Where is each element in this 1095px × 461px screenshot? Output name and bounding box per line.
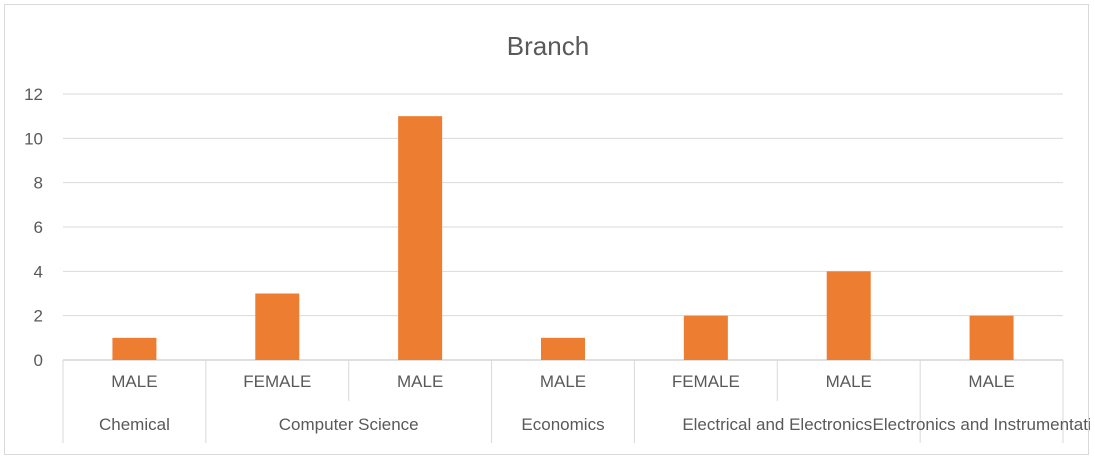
y-tick-label: 10 <box>24 129 43 148</box>
bar <box>112 337 157 360</box>
bars <box>112 116 1014 361</box>
y-tick-label: 2 <box>34 307 43 326</box>
x-axis <box>62 360 1064 443</box>
chart-area: Branch 0 2 4 6 8 10 12 MALE Chemical FEMALE MALE C… <box>4 4 1090 455</box>
category-label: FEMALE <box>243 372 311 391</box>
y-tick-label: 8 <box>34 174 43 193</box>
group-label: Economics <box>521 415 604 434</box>
y-tick-label: 12 <box>24 85 43 104</box>
bar <box>969 315 1014 360</box>
group-label: Electronics and Instrumentation <box>873 415 1090 434</box>
bar <box>541 337 585 360</box>
y-tick-label: 0 <box>34 351 43 370</box>
x-axis-category-labels: MALE Chemical FEMALE MALE Computer Science MA… <box>99 372 1090 434</box>
category-label: MALE <box>968 372 1014 391</box>
bar <box>683 315 728 360</box>
y-axis-ticks: 0 2 4 6 8 10 12 <box>24 85 43 370</box>
chart-title: Branch <box>507 31 589 61</box>
category-label: FEMALE <box>672 372 740 391</box>
bar <box>398 116 443 361</box>
category-label: MALE <box>111 372 157 391</box>
group-label: Electrical and Electronics <box>682 415 872 434</box>
bar <box>826 271 871 360</box>
group-label: Computer Science <box>279 415 419 434</box>
category-label: MALE <box>826 372 872 391</box>
group-label: Chemical <box>99 415 170 434</box>
bar-chart: Branch 0 2 4 6 8 10 12 MALE Chemical FEMALE MALE C… <box>24 31 1090 443</box>
category-label: MALE <box>397 372 443 391</box>
category-label: MALE <box>540 372 586 391</box>
y-tick-label: 6 <box>34 218 43 237</box>
gridlines <box>63 93 1063 361</box>
bar <box>255 293 300 360</box>
y-tick-label: 4 <box>34 262 43 281</box>
